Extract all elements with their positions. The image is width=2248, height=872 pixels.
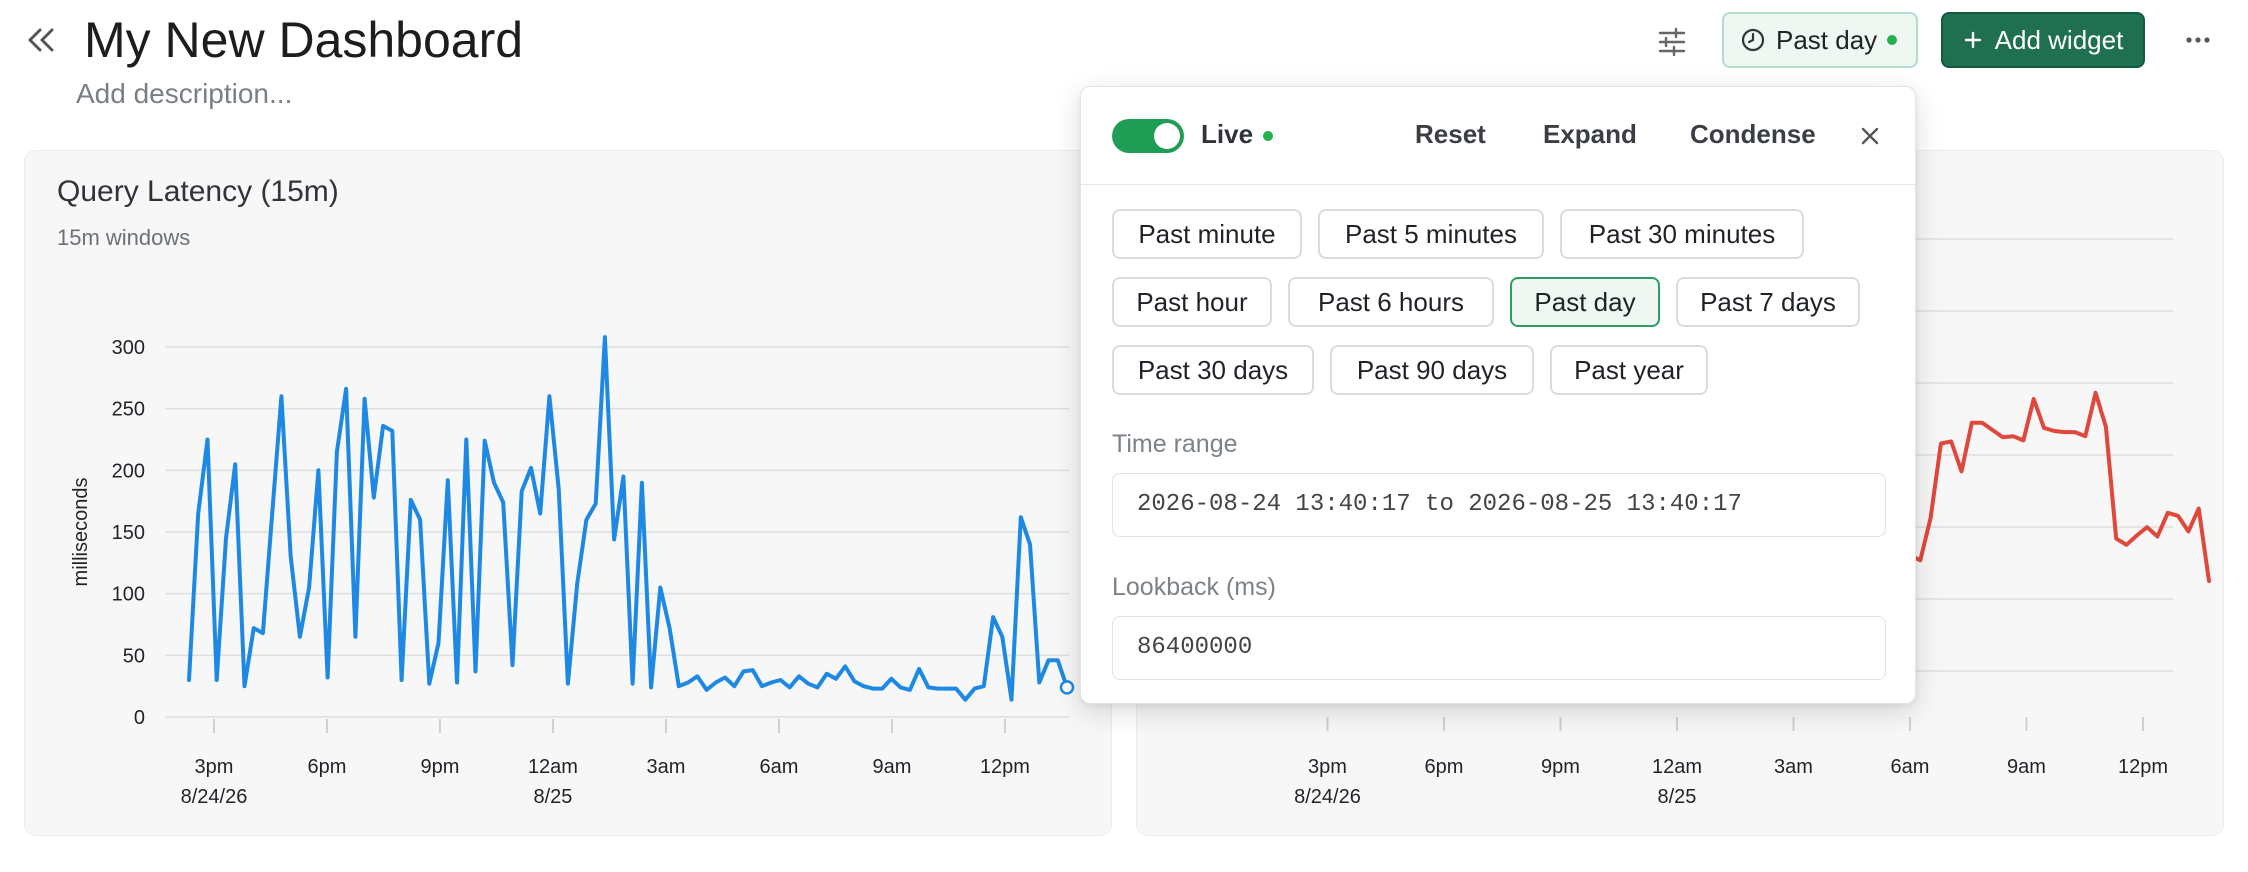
double-chevron-left-icon [28,28,54,52]
lookback-input[interactable]: 86400000 [1112,616,1886,680]
x-tick-sublabel: 8/24/26 [1294,786,1361,808]
collapse-sidebar-button[interactable] [22,22,62,58]
x-tick-label: 9am [873,756,912,778]
add-widget-label: Add widget [1994,24,2124,55]
preset-past-90-days[interactable]: Past 90 days [1330,345,1534,395]
x-tick-label: 9pm [421,756,460,778]
more-horizontal-icon [2186,37,2210,43]
live-status-dot [1263,131,1273,141]
preset-past-6-hours[interactable]: Past 6 hours [1288,277,1494,327]
y-tick-label: 300 [112,337,145,359]
x-tick-sublabel: 8/25 [533,786,572,808]
x-tick-label: 6pm [1425,756,1464,778]
x-tick-label: 12pm [2118,756,2168,778]
preset-past-7-days[interactable]: Past 7 days [1676,277,1860,327]
x-tick-sublabel: 8/24/26 [181,786,248,808]
live-label: Live [1201,119,1254,149]
x-tick-label: 6am [1891,756,1930,778]
preset-past-30-days[interactable]: Past 30 days [1112,345,1314,395]
x-tick-label: 9pm [1541,756,1580,778]
close-popover-button[interactable] [1855,121,1885,151]
live-indicator-dot [1887,35,1898,45]
time-range-button[interactable]: Past day [1722,12,1918,68]
popover-header: Live Reset Expand Condense [1081,87,1915,185]
x-tick-label: 12pm [980,756,1030,778]
latency-chart[interactable]: 0 50 100 150 200 250 300 milliseconds 3pm 8/24/26… [25,151,1113,837]
x-tick-sublabel: 8/25 [1658,786,1697,808]
preset-past-year[interactable]: Past year [1550,345,1708,395]
y-tick-label: 150 [112,522,145,544]
description-placeholder[interactable]: Add description... [76,78,293,109]
time-range-label: Past day [1776,24,1878,55]
last-point-marker [1059,680,1075,695]
x-tick-label: 12am [528,756,578,778]
x-tick-label: 6pm [308,756,347,778]
expand-button[interactable]: Expand [1543,119,1637,149]
widget-title: Query Latency (15m) [57,175,339,208]
clock-icon [1741,28,1765,52]
preset-past-day[interactable]: Past day [1510,277,1660,327]
preset-past-minute[interactable]: Past minute [1112,209,1302,259]
preset-past-hour[interactable]: Past hour [1112,277,1272,327]
reset-button[interactable]: Reset [1415,119,1486,149]
x-tick-label: 3pm [1308,756,1347,778]
time-range-input[interactable]: 2026-08-24 13:40:17 to 2026-08-25 13:40:… [1112,473,1886,537]
y-tick-label: 0 [134,707,145,729]
y-tick-label: 100 [112,584,145,606]
y-tick-label: 250 [112,399,145,421]
lookback-label: Lookback (ms) [1112,573,1276,601]
time-range-popover: Live Reset Expand Condense Past minute P… [1080,86,1916,704]
secondary-series-line [1908,390,2211,583]
x-tick-label: 6am [760,756,799,778]
y-tick-label: 200 [112,460,145,482]
latency-series-line [187,335,1069,702]
x-tick-label: 3pm [195,756,234,778]
x-tick-label: 9am [2007,756,2046,778]
time-range-label: Time range [1112,430,1238,458]
x-tick-label: 12am [1652,756,1702,778]
sliders-icon [1658,27,1686,57]
page-title[interactable]: My New Dashboard [84,12,524,68]
preset-past-5-minutes[interactable]: Past 5 minutes [1318,209,1544,259]
y-axis-label: milliseconds [70,478,92,587]
close-icon [1861,127,1879,145]
toggle-knob [1154,123,1180,149]
live-toggle[interactable] [1112,119,1184,153]
more-options-button[interactable] [2178,22,2218,58]
x-tick-label: 3am [647,756,686,778]
preset-past-30-minutes[interactable]: Past 30 minutes [1560,209,1804,259]
condense-button[interactable]: Condense [1690,119,1816,149]
widget-subtitle: 15m windows [57,225,191,250]
filter-button[interactable] [1650,22,1694,62]
y-tick-label: 50 [123,645,145,667]
plus-icon [1964,31,1981,49]
x-tick-label: 3am [1774,756,1813,778]
query-latency-widget[interactable]: Query Latency (15m) 15m windows 0 50 100 15… [24,150,1112,836]
add-widget-button[interactable]: Add widget [1941,12,2145,68]
